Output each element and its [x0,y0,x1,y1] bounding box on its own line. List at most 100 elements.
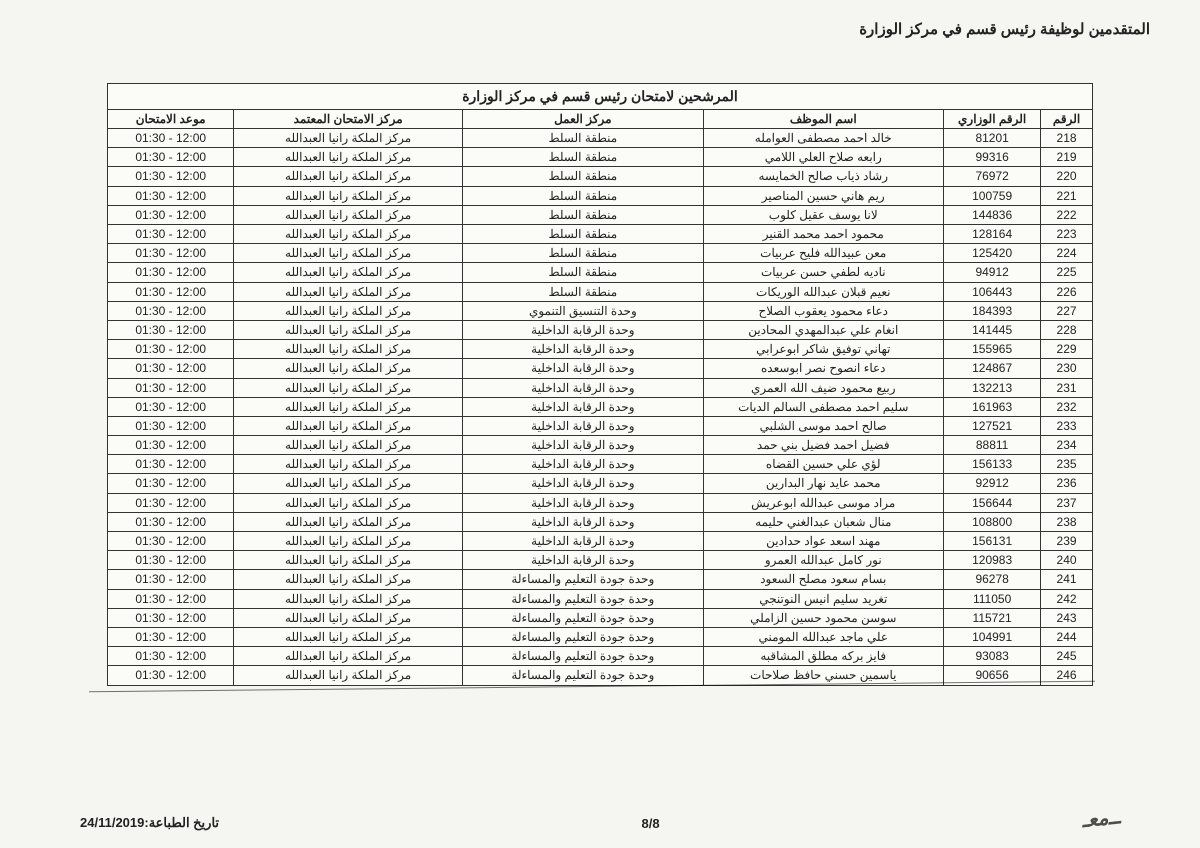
cell-examtime: 01:30 - 12:00 [108,378,234,397]
table-row: 223128164محمود احمد محمد القنيرمنطقة الس… [108,225,1093,244]
cell-examcenter: مركز الملكة رانيا العبدالله [234,301,463,320]
cell-ministry: 96278 [943,570,1040,589]
candidates-table: المرشحين لامتحان رئيس قسم في مركز الوزار… [107,83,1093,686]
table-row: 240120983نور كامل عبدالله العمرووحدة الر… [108,551,1093,570]
table-row: 229155965تهاني توفيق شاكر ابوعرابيوحدة ا… [108,340,1093,359]
page-footer: ــﻣﻌـ 8/8 تاريخ الطباعة:24/11/2019 [40,806,1160,831]
cell-num: 243 [1041,608,1093,627]
cell-examcenter: مركز الملكة رانيا العبدالله [234,512,463,531]
signature-mark: ــﻣﻌـ [1081,804,1121,833]
cell-workcenter: وحدة الرقابة الداخلية [463,320,703,339]
cell-ministry: 100759 [943,186,1040,205]
cell-num: 242 [1041,589,1093,608]
cell-ministry: 144836 [943,205,1040,224]
cell-num: 229 [1041,340,1093,359]
cell-ministry: 92912 [943,474,1040,493]
cell-ministry: 99316 [943,148,1040,167]
cell-ministry: 156131 [943,532,1040,551]
cell-workcenter: وحدة جودة التعليم والمساءلة [463,608,703,627]
table-row: 227184393دعاء محمود يعقوب الصلاحوحدة الت… [108,301,1093,320]
cell-examcenter: مركز الملكة رانيا العبدالله [234,647,463,666]
cell-employee: لانا يوسف عقيل كلوب [703,205,943,224]
cell-workcenter: وحدة الرقابة الداخلية [463,493,703,512]
cell-employee: خالد احمد مصطفى العوامله [703,129,943,148]
cell-employee: نور كامل عبدالله العمرو [703,551,943,570]
cell-examcenter: مركز الملكة رانيا العبدالله [234,129,463,148]
cell-workcenter: وحدة الرقابة الداخلية [463,416,703,435]
cell-workcenter: منطقة السلط [463,282,703,301]
cell-ministry: 156133 [943,455,1040,474]
cell-examtime: 01:30 - 12:00 [108,512,234,531]
cell-workcenter: منطقة السلط [463,167,703,186]
cell-examtime: 01:30 - 12:00 [108,436,234,455]
table-row: 224125420معن عبيدالله فليح عربياتمنطقة ا… [108,244,1093,263]
cell-num: 218 [1041,129,1093,148]
table-row: 228141445انغام علي عبدالمهدي المحادينوحد… [108,320,1093,339]
cell-examcenter: مركز الملكة رانيا العبدالله [234,244,463,263]
cell-examtime: 01:30 - 12:00 [108,493,234,512]
cell-examcenter: مركز الملكة رانيا العبدالله [234,186,463,205]
cell-ministry: 108800 [943,512,1040,531]
col-header-ministry: الرقم الوزاري [943,109,1040,128]
cell-employee: ربيع محمود ضيف الله العمري [703,378,943,397]
cell-employee: فضيل احمد فضيل بني حمد [703,436,943,455]
cell-employee: تهاني توفيق شاكر ابوعرابي [703,340,943,359]
cell-workcenter: وحدة الرقابة الداخلية [463,359,703,378]
cell-examcenter: مركز الملكة رانيا العبدالله [234,532,463,551]
table-row: 235156133لؤي علي حسين القضاهوحدة الرقابة… [108,455,1093,474]
cell-employee: لؤي علي حسين القضاه [703,455,943,474]
cell-ministry: 132213 [943,378,1040,397]
cell-num: 228 [1041,320,1093,339]
table-header-row: الرقم الرقم الوزاري اسم الموظف مركز العم… [108,109,1093,128]
cell-num: 222 [1041,205,1093,224]
table-row: 24593083فايز بركه مطلق المشاقبهوحدة جودة… [108,647,1093,666]
cell-workcenter: منطقة السلط [463,225,703,244]
cell-examtime: 01:30 - 12:00 [108,340,234,359]
cell-num: 240 [1041,551,1093,570]
cell-num: 227 [1041,301,1093,320]
cell-examtime: 01:30 - 12:00 [108,282,234,301]
cell-examtime: 01:30 - 12:00 [108,551,234,570]
cell-employee: معن عبيدالله فليح عربيات [703,244,943,263]
table-row: 238108800منال شعبان عبدالغني حليمهوحدة ا… [108,512,1093,531]
cell-workcenter: وحدة الرقابة الداخلية [463,532,703,551]
cell-workcenter: منطقة السلط [463,205,703,224]
table-row: 233127521صالح احمد موسى الشلبيوحدة الرقا… [108,416,1093,435]
cell-examcenter: مركز الملكة رانيا العبدالله [234,608,463,627]
cell-ministry: 94912 [943,263,1040,282]
table-row: 239156131مهند اسعد عواد حدادينوحدة الرقا… [108,532,1093,551]
cell-workcenter: وحدة التنسيق التنموي [463,301,703,320]
col-header-employee: اسم الموظف [703,109,943,128]
cell-num: 230 [1041,359,1093,378]
cell-examtime: 01:30 - 12:00 [108,186,234,205]
cell-employee: مهند اسعد عواد حدادين [703,532,943,551]
cell-examcenter: مركز الملكة رانيا العبدالله [234,570,463,589]
cell-examcenter: مركز الملكة رانيا العبدالله [234,455,463,474]
cell-examtime: 01:30 - 12:00 [108,244,234,263]
cell-num: 233 [1041,416,1093,435]
cell-workcenter: وحدة الرقابة الداخلية [463,378,703,397]
cell-examcenter: مركز الملكة رانيا العبدالله [234,666,463,685]
cell-examcenter: مركز الملكة رانيا العبدالله [234,416,463,435]
cell-examcenter: مركز الملكة رانيا العبدالله [234,320,463,339]
cell-employee: نعيم قبلان عبدالله الوريكات [703,282,943,301]
cell-examcenter: مركز الملكة رانيا العبدالله [234,589,463,608]
cell-ministry: 155965 [943,340,1040,359]
cell-num: 219 [1041,148,1093,167]
cell-examtime: 01:30 - 12:00 [108,320,234,339]
cell-workcenter: وحدة جودة التعليم والمساءلة [463,570,703,589]
cell-employee: سليم احمد مصطفى السالم الديات [703,397,943,416]
cell-examtime: 01:30 - 12:00 [108,416,234,435]
print-date: تاريخ الطباعة:24/11/2019 [80,815,219,831]
table-caption-row: المرشحين لامتحان رئيس قسم في مركز الوزار… [108,84,1093,110]
cell-examcenter: مركز الملكة رانيا العبدالله [234,436,463,455]
cell-examtime: 01:30 - 12:00 [108,570,234,589]
cell-workcenter: وحدة الرقابة الداخلية [463,474,703,493]
cell-ministry: 90656 [943,666,1040,685]
cell-employee: فايز بركه مطلق المشاقبه [703,647,943,666]
cell-num: 241 [1041,570,1093,589]
table-row: 226106443نعيم قبلان عبدالله الوريكاتمنطق… [108,282,1093,301]
cell-examtime: 01:30 - 12:00 [108,397,234,416]
cell-examtime: 01:30 - 12:00 [108,205,234,224]
table-container: المرشحين لامتحان رئيس قسم في مركز الوزار… [107,83,1093,686]
